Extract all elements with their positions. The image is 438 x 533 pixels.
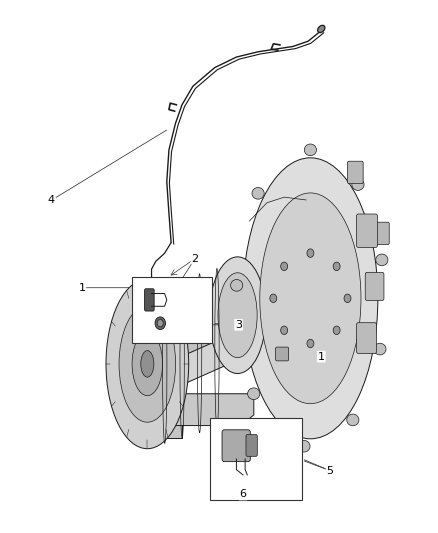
Text: 3: 3	[235, 320, 242, 330]
FancyBboxPatch shape	[347, 161, 363, 183]
FancyBboxPatch shape	[357, 214, 378, 247]
Ellipse shape	[132, 332, 162, 395]
Ellipse shape	[347, 414, 359, 426]
Polygon shape	[132, 263, 321, 399]
Ellipse shape	[119, 305, 176, 422]
FancyBboxPatch shape	[357, 322, 377, 353]
Ellipse shape	[243, 158, 378, 439]
FancyBboxPatch shape	[222, 430, 251, 462]
Ellipse shape	[141, 351, 154, 377]
Circle shape	[307, 340, 314, 348]
Ellipse shape	[376, 254, 388, 266]
Text: 1: 1	[78, 282, 85, 293]
Text: 5: 5	[326, 466, 333, 475]
Ellipse shape	[260, 193, 361, 403]
Polygon shape	[154, 394, 254, 425]
Ellipse shape	[230, 279, 243, 291]
Ellipse shape	[106, 279, 189, 449]
Ellipse shape	[298, 440, 310, 452]
FancyBboxPatch shape	[276, 347, 289, 361]
Circle shape	[133, 281, 144, 295]
Polygon shape	[160, 289, 182, 438]
Ellipse shape	[252, 188, 264, 199]
Ellipse shape	[218, 273, 257, 358]
Circle shape	[281, 326, 288, 335]
Ellipse shape	[247, 388, 260, 400]
Circle shape	[157, 319, 163, 327]
FancyBboxPatch shape	[374, 222, 389, 245]
Circle shape	[155, 317, 166, 329]
FancyBboxPatch shape	[145, 289, 154, 311]
Circle shape	[333, 262, 340, 271]
Ellipse shape	[374, 343, 386, 355]
FancyBboxPatch shape	[365, 272, 384, 301]
FancyBboxPatch shape	[246, 434, 257, 456]
Ellipse shape	[304, 144, 317, 156]
Text: 1: 1	[318, 352, 325, 361]
Ellipse shape	[318, 25, 325, 33]
Circle shape	[281, 262, 288, 271]
Circle shape	[270, 294, 277, 303]
Circle shape	[307, 249, 314, 257]
Circle shape	[333, 326, 340, 335]
Text: 2: 2	[191, 254, 198, 263]
Polygon shape	[126, 263, 304, 381]
Bar	[210, 418, 302, 500]
Bar	[132, 277, 212, 343]
Circle shape	[344, 294, 351, 303]
Ellipse shape	[352, 179, 364, 190]
Text: 4: 4	[48, 195, 55, 205]
Text: 6: 6	[240, 489, 247, 499]
Ellipse shape	[209, 257, 266, 374]
